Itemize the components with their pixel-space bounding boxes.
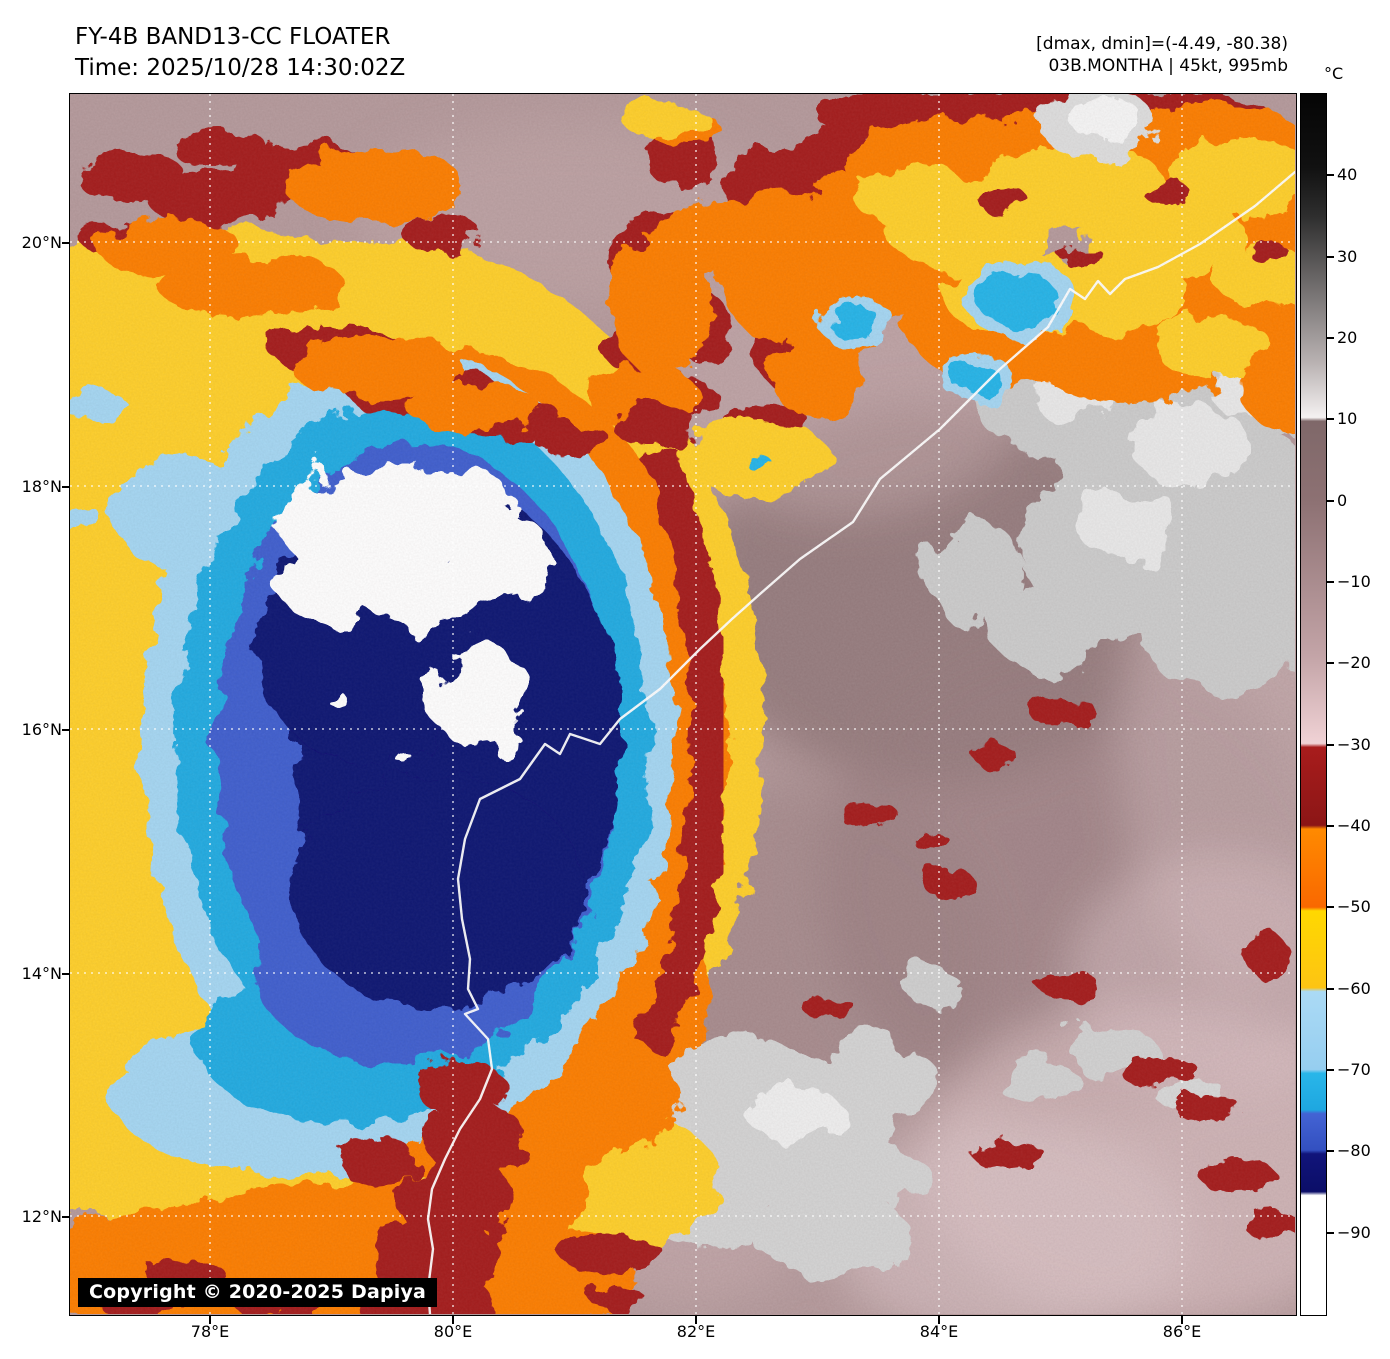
dmax-dmin-readout: [dmax, dmin]=(-4.49, -80.38) [1036,34,1288,54]
tick-mark [1327,662,1334,664]
lon-tick-label: 80°E [433,1322,473,1341]
colorbar-tick-label: −30 [1337,735,1371,754]
lat-tick-label: 12°N [21,1207,62,1226]
tick-mark [1327,256,1334,258]
colorbar-tick-label: −50 [1337,897,1371,916]
lon-tick-label: 86°E [1162,1322,1202,1341]
colorbar-tick-label: −10 [1337,572,1371,591]
tick-mark [695,1316,697,1324]
lat-tick-label: 20°N [21,233,62,252]
tick-mark [62,729,70,731]
tick-mark [1327,988,1334,990]
tick-mark [1327,500,1334,502]
colorbar-tick-label: −20 [1337,653,1371,672]
tick-mark [62,973,70,975]
noise-texture-light [70,94,1295,1314]
tick-mark [1327,1150,1334,1152]
graticule [70,94,1295,1314]
tick-mark [938,1316,940,1324]
tick-mark [62,486,70,488]
page-title: FY-4B BAND13-CC FLOATER [75,24,391,50]
tick-mark [452,1316,454,1324]
tick-mark [1327,1069,1334,1071]
tick-mark [1327,906,1334,908]
colorbar-tick-label: −80 [1337,1141,1371,1160]
colorbar-tick-label: −90 [1337,1223,1371,1242]
colorbar-tick-label: 20 [1337,328,1358,347]
tick-mark [1327,744,1334,746]
figure-info-block: [dmax, dmin]=(-4.49, -80.38) 03B.MONTHA … [1036,33,1288,77]
tick-mark [1327,174,1334,176]
tick-mark [1327,581,1334,583]
lat-tick-label: 14°N [21,964,62,983]
lon-tick-label: 82°E [676,1322,716,1341]
colorbar-tick-label: 10 [1337,409,1358,428]
lon-tick-label: 78°E [190,1322,230,1341]
tick-mark [1327,418,1334,420]
colorbar-tick-label: −60 [1337,979,1371,998]
temperature-colorbar [1300,93,1327,1316]
colorbar-tick-label: 30 [1337,247,1358,266]
storm-status: 03B.MONTHA | 45kt, 995mb [1048,56,1288,76]
figure-title-block: FY-4B BAND13-CC FLOATER Time: 2025/10/28… [75,22,405,84]
tick-mark [1181,1316,1183,1324]
lat-tick-label: 16°N [21,720,62,739]
colorbar-tick-label: 0 [1337,491,1348,510]
tick-mark [1327,1232,1334,1234]
colorbar-unit-label: °C [1324,64,1344,83]
satellite-image [70,94,1295,1314]
satellite-map-panel: Copyright © 2020-2025 Dapiya [69,93,1297,1316]
tick-mark [1327,337,1334,339]
lon-tick-label: 84°E [919,1322,959,1341]
copyright-badge: Copyright © 2020-2025 Dapiya [78,1278,438,1307]
tick-mark [209,1316,211,1324]
colorbar-tick-label: −70 [1337,1060,1371,1079]
tick-mark [62,1216,70,1218]
tick-mark [1327,825,1334,827]
colorbar-tick-label: −40 [1337,816,1371,835]
timestamp: Time: 2025/10/28 14:30:02Z [75,55,406,81]
colorbar-tick-label: 40 [1337,165,1358,184]
tick-mark [62,242,70,244]
lat-tick-label: 18°N [21,477,62,496]
